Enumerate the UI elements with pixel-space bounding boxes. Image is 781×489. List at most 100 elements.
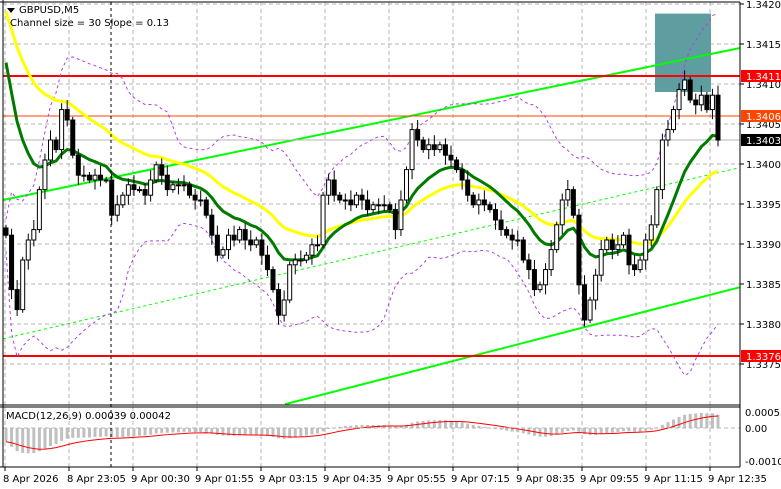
candle [587,299,593,321]
time-axis-label: 9 Apr 12:35 [708,474,767,485]
macd-histogram-bar [577,428,581,432]
price-axis-label: 1.3385 [746,280,781,291]
candle [376,204,382,207]
highlight-zone [655,13,711,93]
macd-histogram-bar [405,424,408,428]
candle [465,179,471,196]
candle [643,239,649,261]
price-axis: 0.000530.00-0.001091.34201.34151.34101.3… [740,0,781,468]
macd-histogram-bar [544,428,548,437]
macd-histogram-bar [115,428,119,438]
macd-histogram-bar [388,425,392,428]
time-axis: 8 Apr 2026 8 Apr 23:05 9 Apr 00:30 9 Apr 01… [3,467,767,485]
candle [109,179,115,216]
candle [671,109,676,131]
candle [481,199,487,206]
macd-histogram-bar [343,426,347,428]
candle [75,154,81,176]
candle [259,239,265,256]
macd-histogram-bar [93,428,97,438]
candle [326,179,332,196]
candle [687,79,693,101]
candle [459,169,465,181]
candle [370,204,376,211]
macd-histogram-bar [427,420,431,428]
candle [620,234,626,246]
time-axis-label: 9 Apr 04:35 [323,474,382,485]
macd-histogram-bar [199,428,203,433]
macd-histogram-bar [616,428,620,433]
time-axis-label: 9 Apr 11:15 [644,474,703,485]
candle [632,264,638,271]
time-axis-label: 9 Apr 03:15 [259,474,318,485]
macd-histogram-bar [683,414,687,428]
candle [509,234,515,241]
candle [353,194,359,206]
candle [676,89,682,111]
candle [392,209,398,231]
candle [437,144,443,151]
time-axis-label: 8 Apr 23:05 [67,474,126,485]
macd-histogram-bar [126,428,130,437]
collapse-triangle-icon[interactable] [7,8,15,13]
candle [170,184,176,191]
channel-upper-line [2,47,741,201]
macd-histogram-bar [49,428,52,447]
macd-histogram-bar [32,428,36,454]
price-axis-label: 1.3390 [746,240,781,251]
macd-histogram-bar [15,428,19,452]
macd-histogram-bar [338,426,342,428]
macd-histogram-bar [310,428,314,435]
macd-histogram-bar [277,428,281,439]
candle [548,249,554,271]
macd-histogram-bar [460,422,464,428]
macd-histogram-bar [660,424,664,428]
macd-histogram-bar [499,428,503,430]
macd-histogram-bar [677,416,681,428]
time-axis-label: 9 Apr 00:30 [131,474,190,485]
candle [365,199,371,211]
macd-histogram-bar [666,422,670,428]
candle [14,289,20,311]
price-tag-current-label: 1.3403 [746,136,781,147]
candle [454,159,460,171]
macd-histogram-bar [26,428,30,454]
macd-histogram-bar [188,428,192,433]
macd-histogram-bar [505,428,509,431]
channel-middle-line [2,167,741,340]
price-axis-label: 1.3375 [746,360,781,371]
macd-histogram-bar [160,428,164,433]
candle [264,254,270,271]
macd-histogram-bar [471,424,475,428]
macd-histogram-bar [521,428,525,434]
macd-histogram-bar [477,425,481,428]
candle [470,194,476,206]
candle [626,234,632,266]
candle [203,199,209,216]
price-axis-label: 1.3420 [746,0,781,11]
price-axis-label: 1.3415 [746,40,781,51]
macd-panel [3,413,740,454]
macd-histogram-bar [466,423,470,428]
macd-histogram-bar [271,428,275,437]
candle [515,239,521,242]
macd-histogram-bar [516,428,520,433]
macd-histogram-bar [599,428,603,435]
macd-histogram-bar [43,428,47,449]
macd-histogram-bar [254,428,258,436]
candle [81,174,87,177]
channel-info-label: Channel size = 30 Slope = 0.13 [10,18,169,29]
candle [704,94,710,111]
macd-histogram-bar [104,428,108,437]
macd-histogram-bar [354,425,358,428]
candle [609,239,615,251]
candle [387,204,393,211]
macd-axis-label: 0.00 [745,424,767,435]
macd-axis-label: 0.00053 [745,408,781,419]
candle [164,174,170,191]
macd-histogram-bar [221,428,225,436]
candle [682,79,688,91]
macd-histogram-bar [265,428,269,437]
macd-histogram-bar [288,428,292,439]
